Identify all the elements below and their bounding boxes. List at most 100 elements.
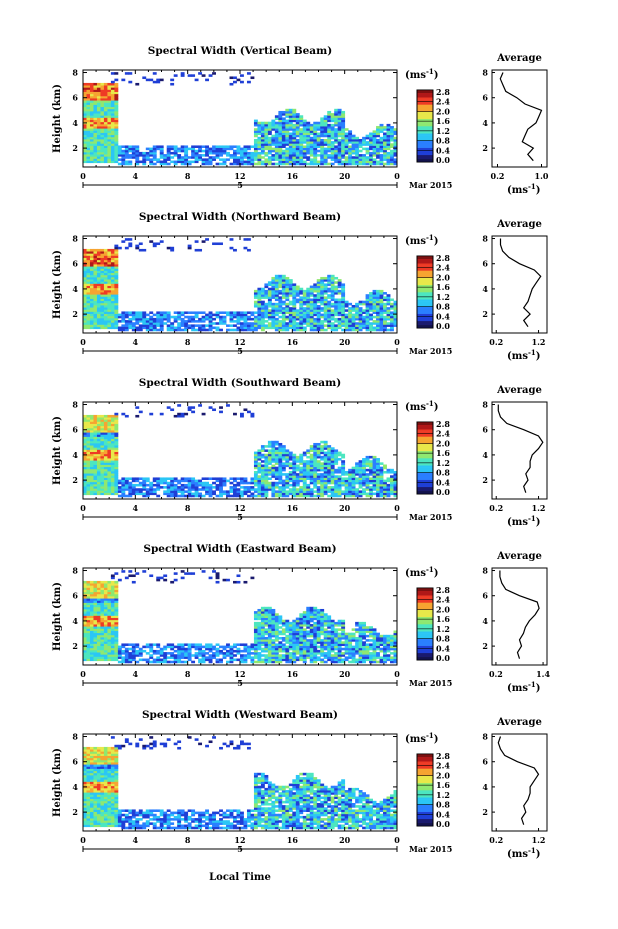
colorbar-tick-label: 2.4 xyxy=(436,263,450,273)
heatmap-cell xyxy=(288,483,293,487)
heatmap-cell xyxy=(107,632,112,636)
heatmap-cell xyxy=(386,315,391,319)
heatmap-cell xyxy=(114,425,119,429)
heatmap-cell xyxy=(348,162,353,166)
heatmap-cell xyxy=(379,126,384,129)
heatmap-cell xyxy=(383,156,387,159)
heatmap-cell xyxy=(313,449,318,452)
heatmap-cell xyxy=(316,453,321,457)
heatmap-cell xyxy=(170,477,175,480)
heatmap-cell xyxy=(96,652,101,655)
heatmap-cell xyxy=(89,453,94,457)
heatmap-cell xyxy=(323,445,328,448)
heatmap-cell xyxy=(341,138,346,142)
heatmap-cell xyxy=(323,464,328,468)
heatmap-cell xyxy=(379,315,384,319)
heatmap-cell xyxy=(83,626,87,629)
heatmap-cell xyxy=(267,158,272,161)
heatmap-cell xyxy=(344,479,349,483)
heatmap-cell xyxy=(201,240,206,243)
heatmap-cell xyxy=(96,296,101,299)
heatmap-cell xyxy=(124,320,129,323)
heatmap-cell xyxy=(264,309,269,312)
heatmap-cell xyxy=(386,494,391,498)
heatmap-cell xyxy=(93,134,98,138)
heatmap-cell xyxy=(96,253,101,256)
heatmap-cell xyxy=(180,317,185,321)
heatmap-cell xyxy=(89,613,94,616)
heatmap-cell xyxy=(274,298,279,302)
heatmap-cell xyxy=(100,130,105,133)
heatmap-cell xyxy=(93,654,98,657)
heatmap-cell xyxy=(100,302,105,306)
heatmap-cell xyxy=(83,151,87,155)
heatmap-cell xyxy=(93,324,98,327)
heatmap-cell xyxy=(107,158,112,161)
heatmap-cell xyxy=(260,453,265,457)
heatmap-cell xyxy=(267,326,272,330)
heatmap-cell xyxy=(93,279,98,282)
heatmap-cell xyxy=(264,162,269,166)
heatmap-cell xyxy=(348,136,353,140)
heatmap-cell xyxy=(110,475,115,478)
heatmap-cell xyxy=(250,488,255,491)
heatmap-cell xyxy=(215,494,220,498)
heatmap-cell xyxy=(86,430,91,433)
heatmap-cell xyxy=(327,281,332,284)
heatmap-cell xyxy=(365,326,370,330)
heatmap-cell xyxy=(89,626,94,629)
heatmap-cell xyxy=(306,138,311,142)
heatmap-cell xyxy=(110,626,115,629)
heatmap-cell xyxy=(299,154,304,157)
heatmap-cell xyxy=(219,315,223,319)
heatmap-cell xyxy=(156,242,161,246)
heatmap-cell xyxy=(100,643,105,646)
heatmap-cell xyxy=(348,311,353,314)
heatmap-cell xyxy=(278,322,283,325)
heatmap-cell xyxy=(93,421,98,424)
heatmap-cell xyxy=(86,283,91,286)
heatmap-cell xyxy=(89,462,94,465)
heatmap-cell xyxy=(264,492,269,496)
heatmap-cell xyxy=(110,583,115,586)
heatmap-cell xyxy=(348,481,353,485)
heatmap-cell xyxy=(86,593,91,597)
heatmap-cell xyxy=(194,488,199,491)
heatmap-cell xyxy=(376,468,380,472)
heatmap-cell xyxy=(96,287,101,291)
heatmap-cell xyxy=(334,317,339,321)
heatmap-cell xyxy=(274,468,279,472)
heatmap-cell xyxy=(103,654,108,657)
heatmap-cell xyxy=(83,451,87,455)
colorbar-tick-label: 0.0 xyxy=(436,155,450,165)
heatmap-cell xyxy=(306,149,311,153)
heatmap-cell xyxy=(100,259,105,263)
heatmap-cell xyxy=(306,486,311,489)
heatmap-cell xyxy=(246,160,251,164)
heatmap-cell xyxy=(257,466,262,470)
heatmap-cell xyxy=(236,147,241,151)
heatmap-cell xyxy=(83,253,87,256)
heatmap-cell xyxy=(117,151,122,155)
heatmap-cell xyxy=(83,658,87,662)
heatmap-cell xyxy=(180,486,185,489)
panel-title: Spectral Width (Eastward Beam) xyxy=(143,543,336,555)
heatmap-cell xyxy=(278,143,283,146)
heatmap-cell xyxy=(320,296,325,299)
heatmap-cell xyxy=(86,453,91,457)
heatmap-cell xyxy=(103,128,108,131)
heatmap-cell xyxy=(103,248,108,252)
heatmap-cell xyxy=(264,479,269,483)
heatmap-cell xyxy=(376,154,380,157)
heatmap-cell xyxy=(110,98,115,101)
heatmap-cell xyxy=(295,132,300,136)
heatmap-cell xyxy=(96,602,101,606)
heatmap-cell xyxy=(180,479,185,483)
heatmap-cell xyxy=(386,141,391,144)
heatmap-cell xyxy=(320,132,325,136)
heatmap-cell xyxy=(372,134,377,138)
heatmap-cell xyxy=(369,479,373,483)
heatmap-cell xyxy=(260,468,265,472)
heatmap-cell xyxy=(313,445,318,448)
heatmap-cell xyxy=(208,320,213,323)
